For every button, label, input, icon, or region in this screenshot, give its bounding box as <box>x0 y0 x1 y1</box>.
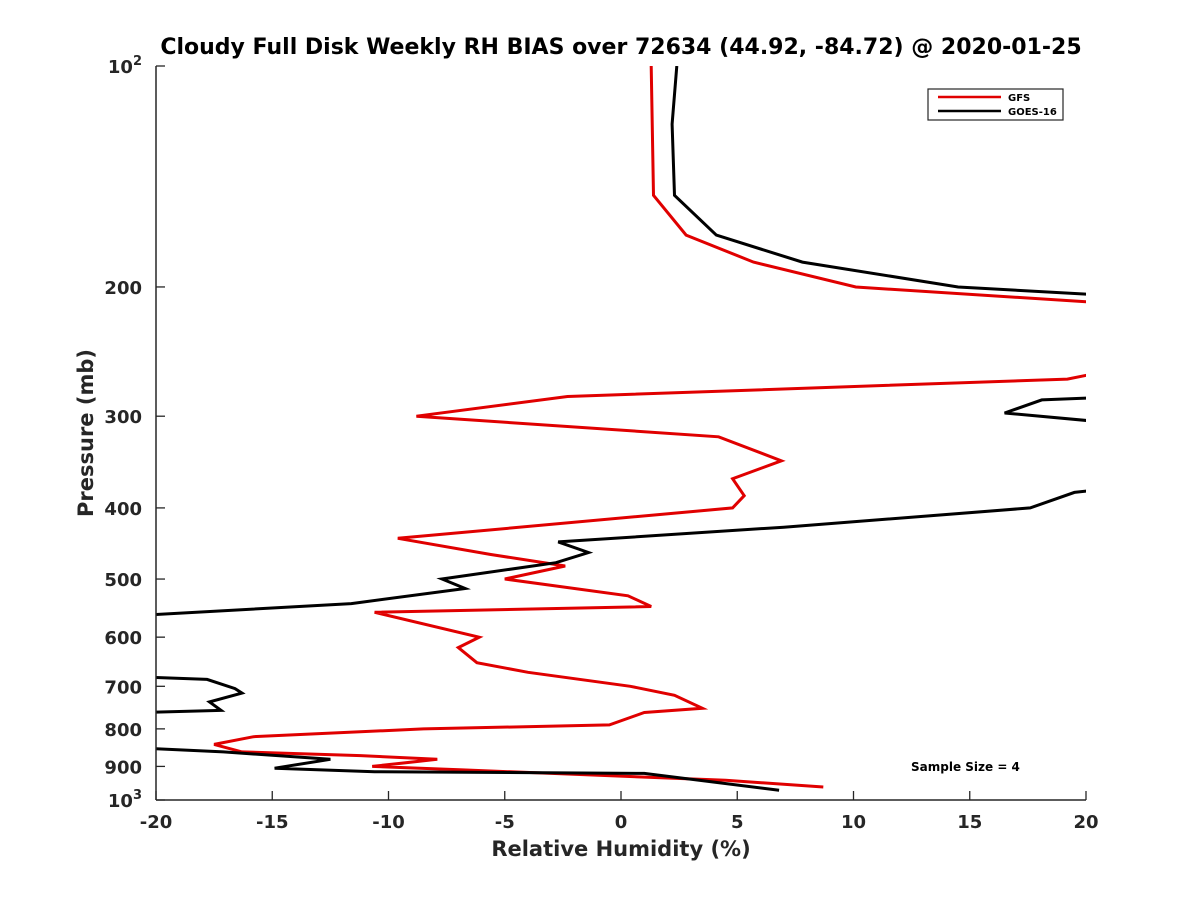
series-line-goes-16 <box>156 66 1086 792</box>
y-axis-label: Pressure (mb) <box>74 349 98 517</box>
legend-label-gfs: GFS <box>1008 93 1030 104</box>
series-line-gfs <box>213 66 1086 789</box>
y-tick-label: 103 <box>108 788 142 812</box>
x-axis-label: Relative Humidity (%) <box>491 837 750 861</box>
x-tick-label: 20 <box>1073 812 1098 833</box>
legend-box <box>927 88 1064 121</box>
x-tick-label: 0 <box>615 812 628 833</box>
y-tick-label: 700 <box>104 677 142 698</box>
y-ticks: 102 200 300 400 500 600 700 800 900 103 <box>104 54 165 812</box>
y-tick-label: 600 <box>104 628 142 649</box>
x-tick-label: -10 <box>372 812 405 833</box>
x-tick-label: 5 <box>731 812 744 833</box>
legend-label-goes-16: GOES-16 <box>1008 107 1057 118</box>
x-tick-label: -20 <box>140 812 173 833</box>
x-tick-label: 15 <box>957 812 982 833</box>
plot-area <box>156 66 1086 800</box>
y-tick-label: 102 <box>108 54 142 78</box>
x-ticks: -20 -15 -10 -5 0 5 10 15 20 <box>140 791 1099 833</box>
legend: GFS GOES-16 <box>927 88 1064 121</box>
x-tick-label: -15 <box>256 812 289 833</box>
y-tick-label: 400 <box>104 499 142 520</box>
x-tick-label: -5 <box>495 812 515 833</box>
chart-title: Cloudy Full Disk Weekly RH BIAS over 726… <box>160 35 1081 60</box>
y-tick-label: 900 <box>104 757 142 778</box>
y-tick-label: 500 <box>104 570 142 591</box>
y-tick-label: 300 <box>104 407 142 428</box>
y-tick-label: 800 <box>104 720 142 741</box>
sample-size-annotation: Sample Size = 4 <box>911 760 1020 774</box>
series-group <box>156 66 1086 792</box>
y-tick-label: 200 <box>104 278 142 299</box>
x-tick-label: 10 <box>841 812 866 833</box>
